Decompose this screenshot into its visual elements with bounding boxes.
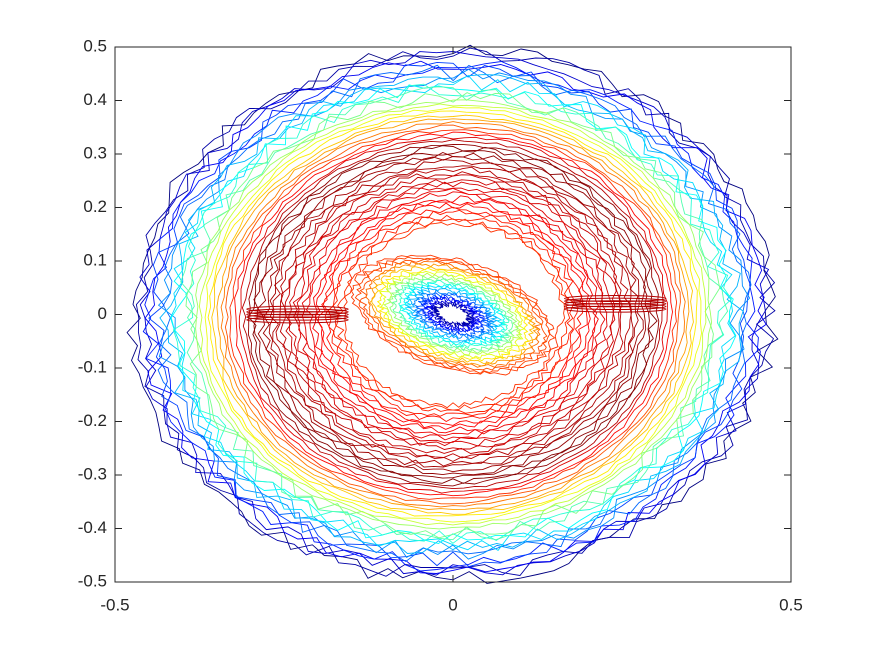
contour-line <box>288 179 617 450</box>
contour-line <box>376 267 530 362</box>
contour-line <box>269 165 634 467</box>
contour-line <box>411 289 494 341</box>
contour-line <box>414 292 491 337</box>
contour-line <box>241 139 664 490</box>
contour-line <box>429 298 477 331</box>
contour-line <box>253 150 651 479</box>
contour-line <box>172 83 733 544</box>
contour-line <box>335 218 571 411</box>
contour-line <box>229 129 678 500</box>
contour-line <box>322 206 584 423</box>
contour-line <box>279 171 624 459</box>
contour-line <box>257 152 647 476</box>
contour-line <box>148 61 751 568</box>
y-tick-label: -0.4 <box>78 518 107 537</box>
y-tick-label: -0.5 <box>78 571 107 590</box>
contour-line <box>224 124 681 505</box>
contour-line <box>432 302 473 328</box>
contour-line <box>246 316 349 324</box>
contour-line <box>564 300 667 308</box>
contour-line <box>211 114 694 515</box>
contour-line <box>238 136 668 494</box>
y-tick-label: 0.4 <box>83 90 107 109</box>
y-tick-label: 0.5 <box>83 36 107 55</box>
contour-line <box>246 308 349 316</box>
contour-line <box>391 278 514 352</box>
x-tick-label: -0.5 <box>100 595 129 614</box>
contour-line <box>204 106 702 523</box>
contour-field <box>126 44 779 584</box>
contour-line <box>246 311 349 318</box>
contour-line <box>247 143 660 487</box>
contour-line <box>207 110 698 517</box>
contour-line <box>317 202 588 426</box>
contour-line <box>234 131 673 497</box>
y-tick-label: -0.1 <box>78 357 107 376</box>
contour-line <box>157 68 751 560</box>
contour-line <box>332 214 575 414</box>
contour-line <box>564 302 667 310</box>
contour-line <box>564 294 667 302</box>
x-tick-label: 0.5 <box>779 595 803 614</box>
contour-line <box>407 287 499 343</box>
contour-line <box>180 86 729 541</box>
contour-line <box>371 266 535 365</box>
y-tick-label: -0.2 <box>78 411 107 430</box>
contour-line <box>399 282 507 347</box>
contour-line <box>301 187 606 441</box>
contour-line <box>564 297 667 305</box>
contour-line <box>216 118 690 510</box>
axes-box <box>114 46 792 583</box>
contour-line <box>296 187 608 444</box>
contour-line <box>312 195 598 434</box>
contour-line <box>195 99 713 530</box>
contour-line <box>350 254 556 376</box>
contour-line <box>383 272 523 357</box>
contour-line <box>275 166 633 462</box>
contour-line <box>246 313 349 321</box>
contour-line <box>157 64 752 563</box>
contour-line <box>247 145 658 484</box>
y-tick-label: 0.1 <box>83 250 107 269</box>
contour-line <box>220 121 686 508</box>
y-tick-label: 0 <box>98 304 107 323</box>
contour-line <box>358 257 548 371</box>
contour-line <box>305 191 600 436</box>
contour-line <box>398 279 510 349</box>
contour-line <box>144 60 767 574</box>
contour-line <box>198 103 707 526</box>
contour-line <box>327 209 579 417</box>
contour-line <box>343 222 566 409</box>
contour-line <box>142 61 759 572</box>
contour-line <box>262 155 644 473</box>
x-tick-label: 0 <box>448 595 457 614</box>
contour-line <box>246 305 349 313</box>
contour-line <box>564 305 667 313</box>
contour-line <box>268 159 639 468</box>
contour-line <box>159 74 744 554</box>
contour-line <box>365 260 543 368</box>
contour-line <box>139 51 770 576</box>
contour-line <box>284 174 623 454</box>
y-tick-label: -0.3 <box>78 464 107 483</box>
contour-line <box>126 44 779 584</box>
contour-line <box>170 74 736 551</box>
y-tick-label: 0.3 <box>83 143 107 162</box>
y-tick-label: 0.2 <box>83 197 107 216</box>
